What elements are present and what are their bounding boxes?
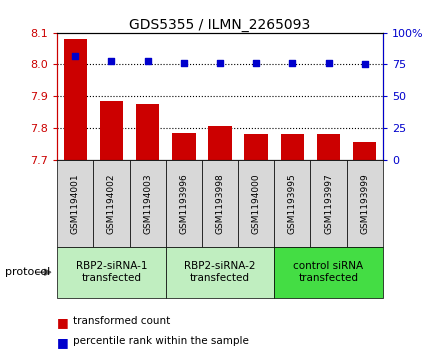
Bar (172, 133, 195, 160)
Point (180, 60, 187, 66)
Text: control siRNA
transfected: control siRNA transfected (293, 261, 363, 283)
Text: protocol: protocol (5, 267, 51, 277)
Title: GDS5355 / ILMN_2265093: GDS5355 / ILMN_2265093 (129, 18, 311, 32)
Text: ■: ■ (57, 336, 69, 349)
Point (361, 61, 368, 68)
Text: GSM1194003: GSM1194003 (143, 173, 152, 234)
Text: ■: ■ (57, 316, 69, 329)
Text: RBP2-siRNA-2
transfected: RBP2-siRNA-2 transfected (184, 261, 256, 283)
Point (325, 60, 332, 66)
Bar (136, 104, 159, 160)
Bar (63, 39, 87, 160)
Text: transformed count: transformed count (73, 316, 170, 326)
Text: GSM1194001: GSM1194001 (71, 173, 80, 234)
Bar (281, 134, 304, 160)
Point (216, 60, 224, 66)
Text: percentile rank within the sample: percentile rank within the sample (73, 336, 249, 346)
Text: GSM1193996: GSM1193996 (180, 173, 188, 234)
Bar (100, 101, 123, 160)
Bar (353, 142, 377, 160)
Text: GSM1194002: GSM1194002 (107, 173, 116, 233)
Text: GSM1194000: GSM1194000 (252, 173, 260, 234)
Point (72, 53, 79, 58)
Point (289, 60, 296, 66)
Text: GSM1193995: GSM1193995 (288, 173, 297, 234)
Bar (245, 134, 268, 160)
Text: RBP2-siRNA-1
transfected: RBP2-siRNA-1 transfected (76, 261, 147, 283)
Point (253, 60, 260, 66)
Bar (317, 134, 340, 160)
Bar (208, 126, 232, 160)
Text: GSM1193998: GSM1193998 (216, 173, 224, 234)
Point (108, 58, 115, 64)
Text: GSM1193997: GSM1193997 (324, 173, 333, 234)
Text: GSM1193999: GSM1193999 (360, 173, 369, 234)
Point (144, 58, 151, 64)
